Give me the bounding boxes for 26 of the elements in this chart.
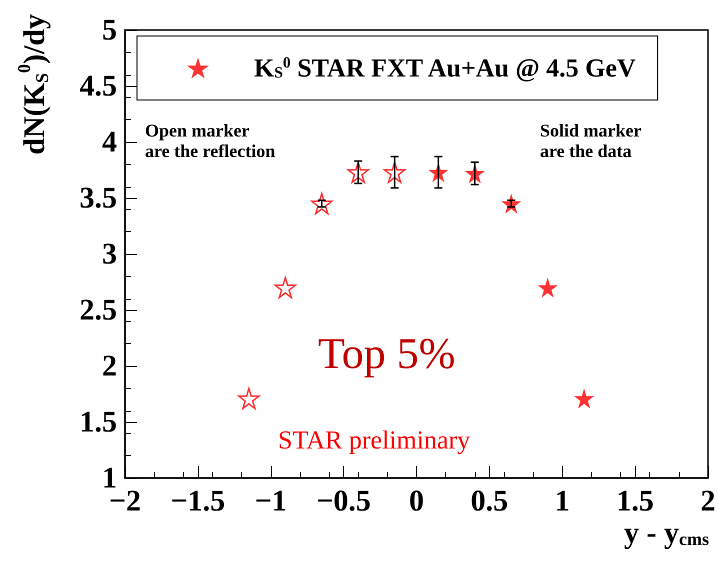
x-tick-label: 1: [554, 484, 570, 518]
y-tick-label: 5: [102, 14, 117, 46]
y-tick-label: 3: [102, 238, 117, 270]
x-tick-label: 2: [700, 484, 716, 518]
annotation: Solid marker are the data: [540, 120, 642, 162]
x-tick-label: −1: [254, 484, 287, 518]
y-tick-label: 4: [102, 126, 117, 158]
y-tick-label: 1.5: [80, 406, 117, 438]
y-tick-label: 2.5: [80, 294, 117, 326]
y-tick-label: 3.5: [80, 182, 117, 214]
point: [574, 388, 594, 408]
point: [274, 276, 296, 298]
x-axis-title: y - ycms: [624, 516, 710, 550]
annotation: Open marker are the reflection: [145, 120, 276, 162]
x-tick-label: 0.5: [470, 484, 508, 518]
legend-label: KS0 STAR FXT Au+Au @ 4.5 GeV: [254, 54, 636, 82]
x-tick-label: 1.5: [616, 484, 654, 518]
y-tick-label: 4.5: [80, 70, 117, 102]
x-tick-label: 0: [409, 484, 424, 518]
x-tick-label: −1.5: [170, 484, 226, 518]
point: [238, 388, 260, 410]
x-tick-label: −0.5: [316, 484, 371, 518]
annotation: Top 5%: [318, 328, 456, 378]
annotation: STAR preliminary: [278, 425, 470, 454]
y-tick-label: 2: [102, 350, 117, 382]
point: [538, 278, 558, 298]
